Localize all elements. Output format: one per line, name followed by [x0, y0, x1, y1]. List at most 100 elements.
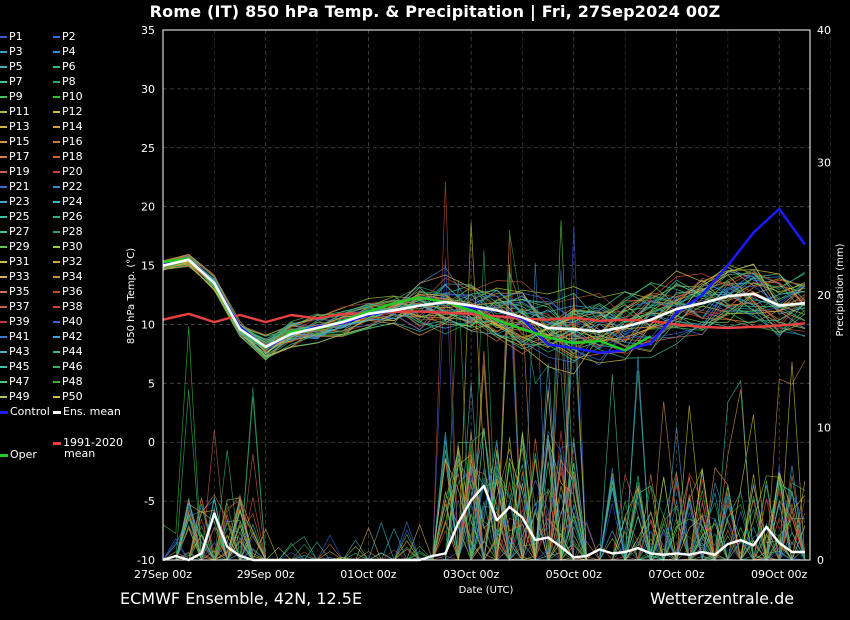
legend-item-p10: P10 [53, 91, 83, 103]
legend-item-p3: P3 [0, 46, 23, 58]
footer-model-info: ECMWF Ensemble, 42N, 12.5E [120, 589, 363, 608]
legend-swatch [53, 276, 60, 278]
legend-label: P27 [9, 225, 30, 238]
legend-item-p47: P47 [0, 376, 30, 388]
legend-label: P7 [9, 75, 23, 88]
legend-swatch [0, 306, 7, 308]
x-tick-label: 03Oct 00z [443, 568, 500, 581]
legend-item-climate-mean: 1991-2020 [53, 437, 123, 449]
y-axis-left-label: 850 hPa Temp. (°C) [126, 248, 137, 344]
legend-swatch [0, 336, 7, 338]
legend-item-p20: P20 [53, 166, 83, 178]
legend-label: P10 [62, 90, 83, 103]
legend: P1 P2 P3 P4 P5 P6 P7 P8 P9 P10 P11 P12 P13 P14 P15 P16 P… [0, 30, 130, 472]
legend-swatch [53, 381, 60, 383]
y-left-tick-label: -5 [144, 495, 155, 508]
x-tick-label: 01Oct 00z [340, 568, 397, 581]
legend-swatch [0, 291, 7, 293]
y-left-tick-label: 15 [141, 260, 155, 273]
footer-site-name: Wetterzentrale.de [650, 589, 795, 608]
legend-label: P47 [9, 375, 30, 388]
legend-item-p22: P22 [53, 181, 83, 193]
y-right-tick-label: 30 [817, 157, 831, 170]
legend-swatch [53, 126, 60, 128]
plot-frame [162, 29, 811, 561]
legend-label: P37 [9, 300, 30, 313]
member-temp-line [162, 264, 806, 358]
legend-item-p13: P13 [0, 121, 30, 133]
legend-swatch [0, 261, 7, 263]
y-left-tick-label: 35 [141, 24, 155, 37]
legend-item-p43: P43 [0, 346, 30, 358]
legend-label: P4 [62, 45, 76, 58]
member-temp-line [162, 253, 806, 337]
legend-label: P45 [9, 360, 30, 373]
legend-label: P48 [62, 375, 83, 388]
legend-item-p6: P6 [53, 61, 76, 73]
member-temp-line [162, 255, 806, 359]
legend-item-p32: P32 [53, 256, 83, 268]
legend-swatch [0, 201, 7, 203]
legend-swatch [0, 231, 7, 233]
y-right-tick-label: 0 [817, 554, 824, 567]
legend-item-p8: P8 [53, 76, 76, 88]
member-precip-line [163, 389, 806, 561]
legend-swatch [0, 36, 7, 38]
legend-label: P15 [9, 135, 30, 148]
legend-item-p46: P46 [53, 361, 83, 373]
y-left-tick-label: 30 [141, 83, 155, 96]
legend-swatch [53, 306, 60, 308]
legend-item-p34: P34 [53, 271, 83, 283]
legend-label: P44 [62, 345, 83, 358]
legend-label: Oper [10, 448, 37, 461]
legend-label: P1 [9, 30, 23, 43]
legend-swatch [53, 246, 60, 248]
legend-swatch [53, 81, 60, 83]
member-temp-line [162, 257, 806, 357]
legend-swatch [53, 336, 60, 338]
legend-swatch [0, 96, 7, 98]
legend-item-p39: P39 [0, 316, 30, 328]
legend-label: P19 [9, 165, 30, 178]
legend-label: P17 [9, 150, 30, 163]
legend-swatch [53, 291, 60, 293]
legend-label: P35 [9, 285, 30, 298]
y-left-tick-label: 5 [148, 377, 155, 390]
legend-item-p18: P18 [53, 151, 83, 163]
legend-item-p19: P19 [0, 166, 30, 178]
legend-label: P21 [9, 180, 30, 193]
legend-item-p42: P42 [53, 331, 83, 343]
member-temp-line [162, 265, 806, 345]
legend-item-oper: Oper [0, 449, 37, 461]
legend-label: P25 [9, 210, 30, 223]
legend-label: P46 [62, 360, 83, 373]
legend-swatch [53, 141, 60, 143]
legend-label: P2 [62, 30, 76, 43]
legend-swatch [53, 96, 60, 98]
legend-item-p11: P11 [0, 106, 30, 118]
legend-item-p16: P16 [53, 136, 83, 148]
legend-label: P24 [62, 195, 83, 208]
legend-swatch [53, 201, 60, 203]
ensemble-member-lines [162, 181, 806, 562]
legend-item-p40: P40 [53, 316, 83, 328]
legend-label: P12 [62, 105, 83, 118]
legend-swatch [53, 351, 60, 353]
legend-swatch [0, 276, 7, 278]
legend-item-p30: P30 [53, 241, 83, 253]
y-right-tick-label: 40 [817, 24, 831, 37]
legend-item-ens-mean: Ens. mean [53, 406, 121, 418]
legend-label: P16 [62, 135, 83, 148]
legend-item-p23: P23 [0, 196, 30, 208]
legend-swatch [53, 156, 60, 158]
legend-label: P40 [62, 315, 83, 328]
legend-swatch [0, 156, 7, 158]
legend-swatch [53, 396, 60, 398]
y-left-tick-label: -10 [137, 554, 155, 567]
legend-label: mean [64, 447, 96, 460]
legend-swatch [53, 171, 60, 173]
legend-label: P43 [9, 345, 30, 358]
legend-label: P39 [9, 315, 30, 328]
legend-label: P11 [9, 105, 30, 118]
legend-item-p31: P31 [0, 256, 30, 268]
